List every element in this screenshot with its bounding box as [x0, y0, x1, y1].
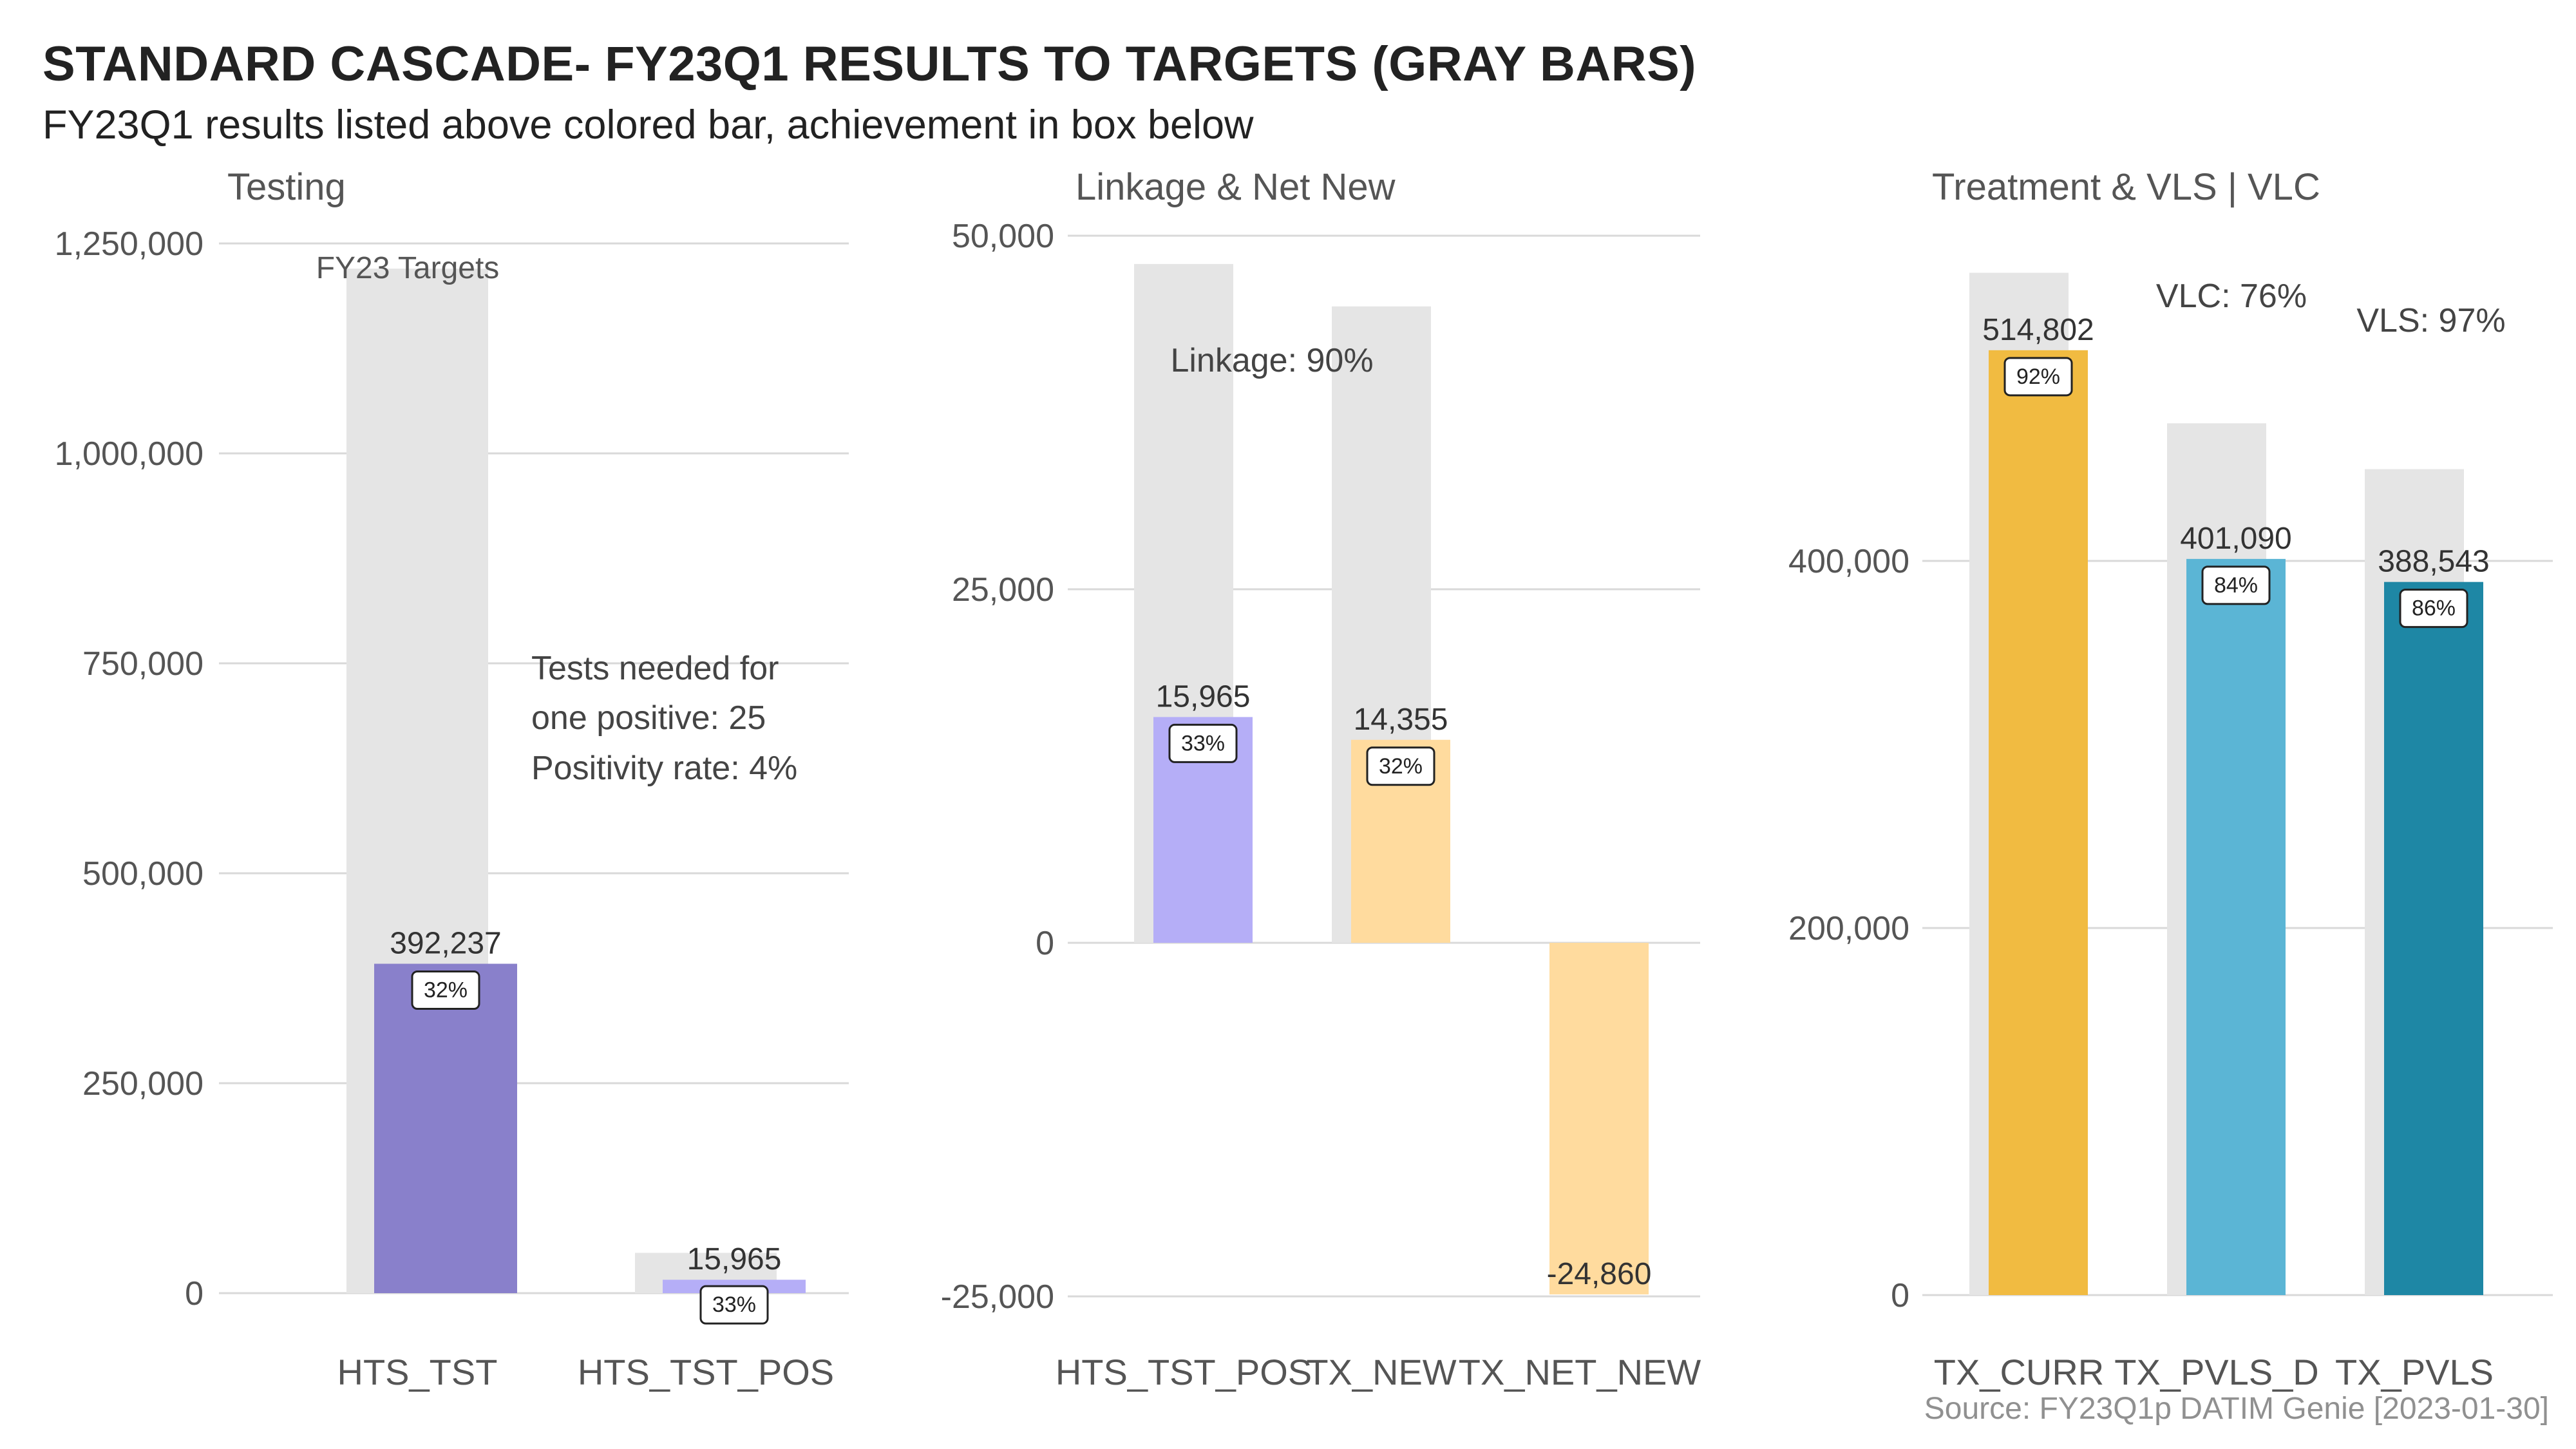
- x-category-label: TX_NEW: [1306, 1352, 1456, 1392]
- y-tick-label: 25,000: [952, 571, 1054, 609]
- value-label: 388,543: [2378, 545, 2490, 579]
- achievement-badge: 33%: [699, 1285, 769, 1325]
- result-bar: [1549, 943, 1649, 1294]
- x-category-label: HTS_TST: [337, 1352, 498, 1392]
- y-tick-label: 200,000: [1788, 910, 1909, 947]
- panel-title: Linkage & Net New: [1075, 166, 1396, 208]
- value-label: 15,965: [687, 1242, 782, 1276]
- y-tick-label: 0: [1036, 925, 1054, 962]
- y-tick-label: 50,000: [952, 218, 1054, 255]
- chart-title: STANDARD CASCADE- FY23Q1 RESULTS TO TARG…: [43, 37, 1697, 91]
- achievement-badge-label: 32%: [1379, 754, 1423, 779]
- y-tick-label: 1,000,000: [55, 435, 204, 473]
- achievement-badge-label: 84%: [2214, 573, 2258, 598]
- value-label: 392,237: [390, 927, 502, 961]
- value-label: 15,965: [1156, 679, 1251, 714]
- value-label: 14,355: [1354, 703, 1448, 737]
- y-tick-label: 0: [1891, 1277, 1909, 1314]
- value-label: 514,802: [1982, 313, 2094, 347]
- value-label: 401,090: [2180, 522, 2292, 556]
- panel-title: Treatment & VLS | VLC: [1932, 166, 2320, 208]
- x-category-label: HTS_TST_POS: [1056, 1352, 1312, 1392]
- achievement-badge: 32%: [411, 971, 480, 1010]
- annotation-vlc: VLC: 76%: [2156, 278, 2307, 315]
- achievement-badge-box: [2201, 565, 2271, 605]
- achievement-badge-label: 33%: [712, 1293, 756, 1317]
- achievement-badge-box: [2003, 357, 2073, 397]
- x-category-label: TX_CURR: [1934, 1352, 2104, 1392]
- achievement-badge-box: [1168, 723, 1238, 763]
- x-category-label: HTS_TST_POS: [578, 1352, 834, 1392]
- y-tick-label: 250,000: [82, 1065, 204, 1103]
- achievement-badge-box: [411, 971, 480, 1010]
- y-tick-label: 400,000: [1788, 543, 1909, 580]
- result-bar: [2384, 582, 2483, 1295]
- achievement-badge: 92%: [2003, 357, 2073, 397]
- achievement-badge-box: [1366, 746, 1435, 786]
- panel-title: Testing: [227, 166, 346, 208]
- achievement-badge: 32%: [1366, 746, 1435, 786]
- value-label: -24,860: [1547, 1257, 1652, 1291]
- achievement-badge: 84%: [2201, 565, 2271, 605]
- x-category-label: TX_PVLS_D: [2114, 1352, 2319, 1392]
- x-category-label: TX_PVLS: [2335, 1352, 2494, 1392]
- achievement-badge-box: [699, 1285, 769, 1325]
- y-tick-label: 500,000: [82, 855, 204, 893]
- achievement-badge: 86%: [2399, 589, 2468, 629]
- achievement-badge-label: 86%: [2412, 596, 2456, 621]
- achievement-badge-label: 33%: [1181, 731, 1225, 755]
- annotation-positivity: Positivity rate: 4%: [531, 750, 797, 787]
- result-bar: [1989, 350, 2088, 1296]
- annotation-tests-needed: Tests needed for: [531, 650, 779, 687]
- result-bar: [374, 963, 517, 1293]
- y-tick-label: 0: [185, 1275, 204, 1312]
- annotation-targets: FY23 Targets: [316, 251, 500, 285]
- result-bar: [2186, 558, 2286, 1295]
- y-tick-label: 750,000: [82, 645, 204, 683]
- achievement-badge-box: [2399, 589, 2468, 629]
- chart-caption: Source: FY23Q1p DATIM Genie [2023-01-30]: [1924, 1392, 2549, 1426]
- annotation-linkage: Linkage: 90%: [1170, 342, 1373, 379]
- annotation-vls: VLS: 97%: [2356, 302, 2505, 339]
- x-category-label: TX_NET_NEW: [1459, 1352, 1701, 1392]
- y-tick-label: -25,000: [941, 1278, 1054, 1316]
- chart-subtitle: FY23Q1 results listed above colored bar,…: [43, 102, 1254, 147]
- achievement-badge: 33%: [1168, 723, 1238, 763]
- achievement-badge-label: 32%: [424, 978, 468, 1003]
- annotation-one-positive: one positive: 25: [531, 699, 766, 737]
- y-tick-label: 1,250,000: [55, 225, 204, 263]
- achievement-badge-label: 92%: [2016, 365, 2060, 389]
